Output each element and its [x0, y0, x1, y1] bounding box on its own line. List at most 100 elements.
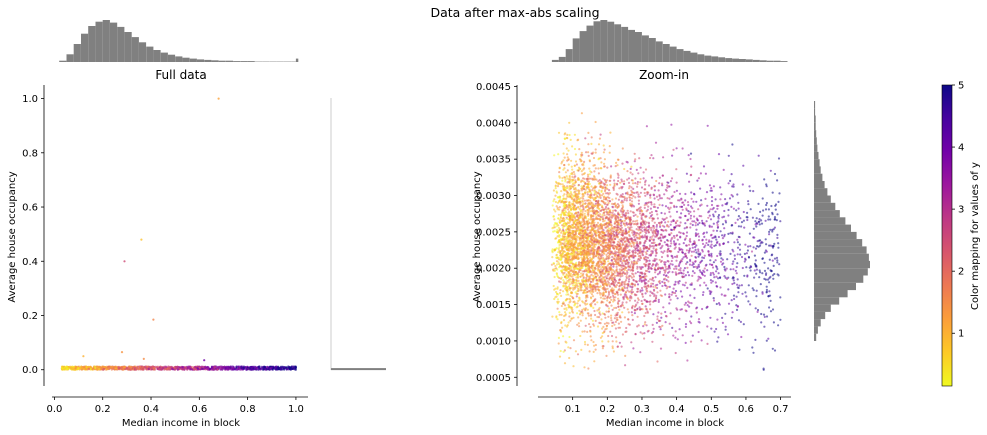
- scatter-point: [625, 192, 629, 195]
- scatter-point: [673, 283, 676, 286]
- scatter-point: [647, 280, 650, 283]
- scatter-point: [644, 188, 647, 191]
- scatter-point: [152, 318, 155, 321]
- scatter-point: [629, 210, 632, 213]
- scatter-point: [684, 222, 687, 225]
- scatter-point: [556, 307, 559, 310]
- scatter-point: [589, 210, 593, 213]
- scatter-point: [776, 236, 779, 239]
- scatter-point: [779, 220, 782, 223]
- scatter-point: [605, 210, 608, 213]
- scatter-point: [647, 201, 650, 204]
- scatter-point: [687, 210, 690, 213]
- scatter-point: [622, 264, 625, 268]
- scatter-point: [713, 330, 716, 333]
- scatter-point: [589, 215, 593, 218]
- histogram-bar: [697, 54, 705, 62]
- scatter-point: [606, 299, 609, 302]
- left-y-tick-label: 0.2: [22, 311, 38, 322]
- scatter-point: [567, 285, 571, 288]
- scatter-point: [754, 338, 757, 341]
- scatter-point: [690, 197, 693, 200]
- scatter-point: [690, 205, 693, 208]
- scatter-point: [709, 208, 712, 211]
- scatter-point: [731, 311, 734, 314]
- scatter-point: [685, 310, 688, 313]
- scatter-point: [719, 276, 722, 279]
- scatter-point: [645, 285, 648, 288]
- scatter-point: [739, 253, 742, 256]
- scatter-point: [583, 340, 587, 344]
- scatter-point: [602, 144, 605, 147]
- scatter-point: [640, 299, 643, 303]
- scatter-point: [670, 201, 673, 205]
- scatter-point: [715, 238, 718, 241]
- scatter-point: [590, 293, 594, 296]
- scatter-point: [614, 320, 618, 323]
- scatter-point: [598, 310, 601, 313]
- scatter-point: [768, 290, 771, 293]
- scatter-point: [675, 210, 679, 213]
- scatter-point: [706, 124, 709, 127]
- scatter-point: [753, 269, 756, 272]
- scatter-point: [674, 255, 677, 258]
- scatter-point: [626, 209, 629, 212]
- scatter-point: [671, 236, 674, 239]
- scatter-point: [716, 267, 719, 271]
- scatter-point: [627, 323, 630, 326]
- scatter-point: [628, 274, 631, 277]
- scatter-point: [763, 251, 767, 254]
- scatter-point: [596, 301, 599, 304]
- scatter-point: [724, 198, 727, 201]
- scatter-point: [618, 341, 622, 344]
- histogram-bar: [218, 60, 226, 62]
- scatter-point: [655, 225, 658, 228]
- scatter-point: [679, 235, 682, 238]
- scatter-point: [120, 351, 124, 354]
- scatter-point: [675, 265, 678, 268]
- scatter-point: [589, 232, 592, 235]
- scatter-point: [738, 284, 741, 287]
- scatter-point: [605, 310, 608, 313]
- scatter-point: [621, 311, 624, 314]
- scatter-point: [184, 366, 187, 369]
- scatter-point: [617, 240, 620, 243]
- histogram-bar: [780, 61, 788, 62]
- scatter-point: [594, 303, 597, 306]
- scatter-point: [636, 182, 639, 186]
- scatter-point: [584, 317, 588, 320]
- scatter-point: [632, 269, 635, 272]
- scatter-point: [717, 277, 720, 280]
- histogram-bar: [153, 50, 161, 62]
- scatter-point: [655, 228, 658, 231]
- scatter-point: [573, 164, 576, 167]
- scatter-point: [577, 211, 580, 214]
- scatter-point: [652, 327, 655, 330]
- histogram-bar: [110, 22, 118, 63]
- scatter-point: [608, 145, 611, 148]
- scatter-point: [700, 199, 703, 202]
- scatter-point: [556, 185, 560, 188]
- scatter-point: [616, 281, 620, 284]
- histogram-bar: [814, 115, 816, 123]
- scatter-point: [578, 304, 582, 307]
- scatter-point: [563, 241, 566, 244]
- scatter-point: [575, 295, 578, 298]
- scatter-point: [644, 168, 648, 171]
- histogram-bar: [683, 50, 691, 62]
- scatter-point: [766, 278, 770, 281]
- scatter-point: [125, 366, 128, 369]
- scatter-point: [671, 194, 674, 197]
- scatter-point: [573, 133, 577, 136]
- scatter-point: [569, 138, 572, 141]
- scatter-point: [654, 250, 658, 253]
- scatter-point: [649, 308, 652, 311]
- scatter-point: [553, 218, 556, 221]
- scatter-point: [659, 225, 662, 228]
- scatter-point: [698, 221, 701, 225]
- scatter-point: [754, 247, 758, 250]
- histogram-bar: [814, 195, 831, 203]
- scatter-point: [699, 261, 702, 264]
- scatter-point: [630, 186, 633, 189]
- scatter-point: [562, 207, 565, 210]
